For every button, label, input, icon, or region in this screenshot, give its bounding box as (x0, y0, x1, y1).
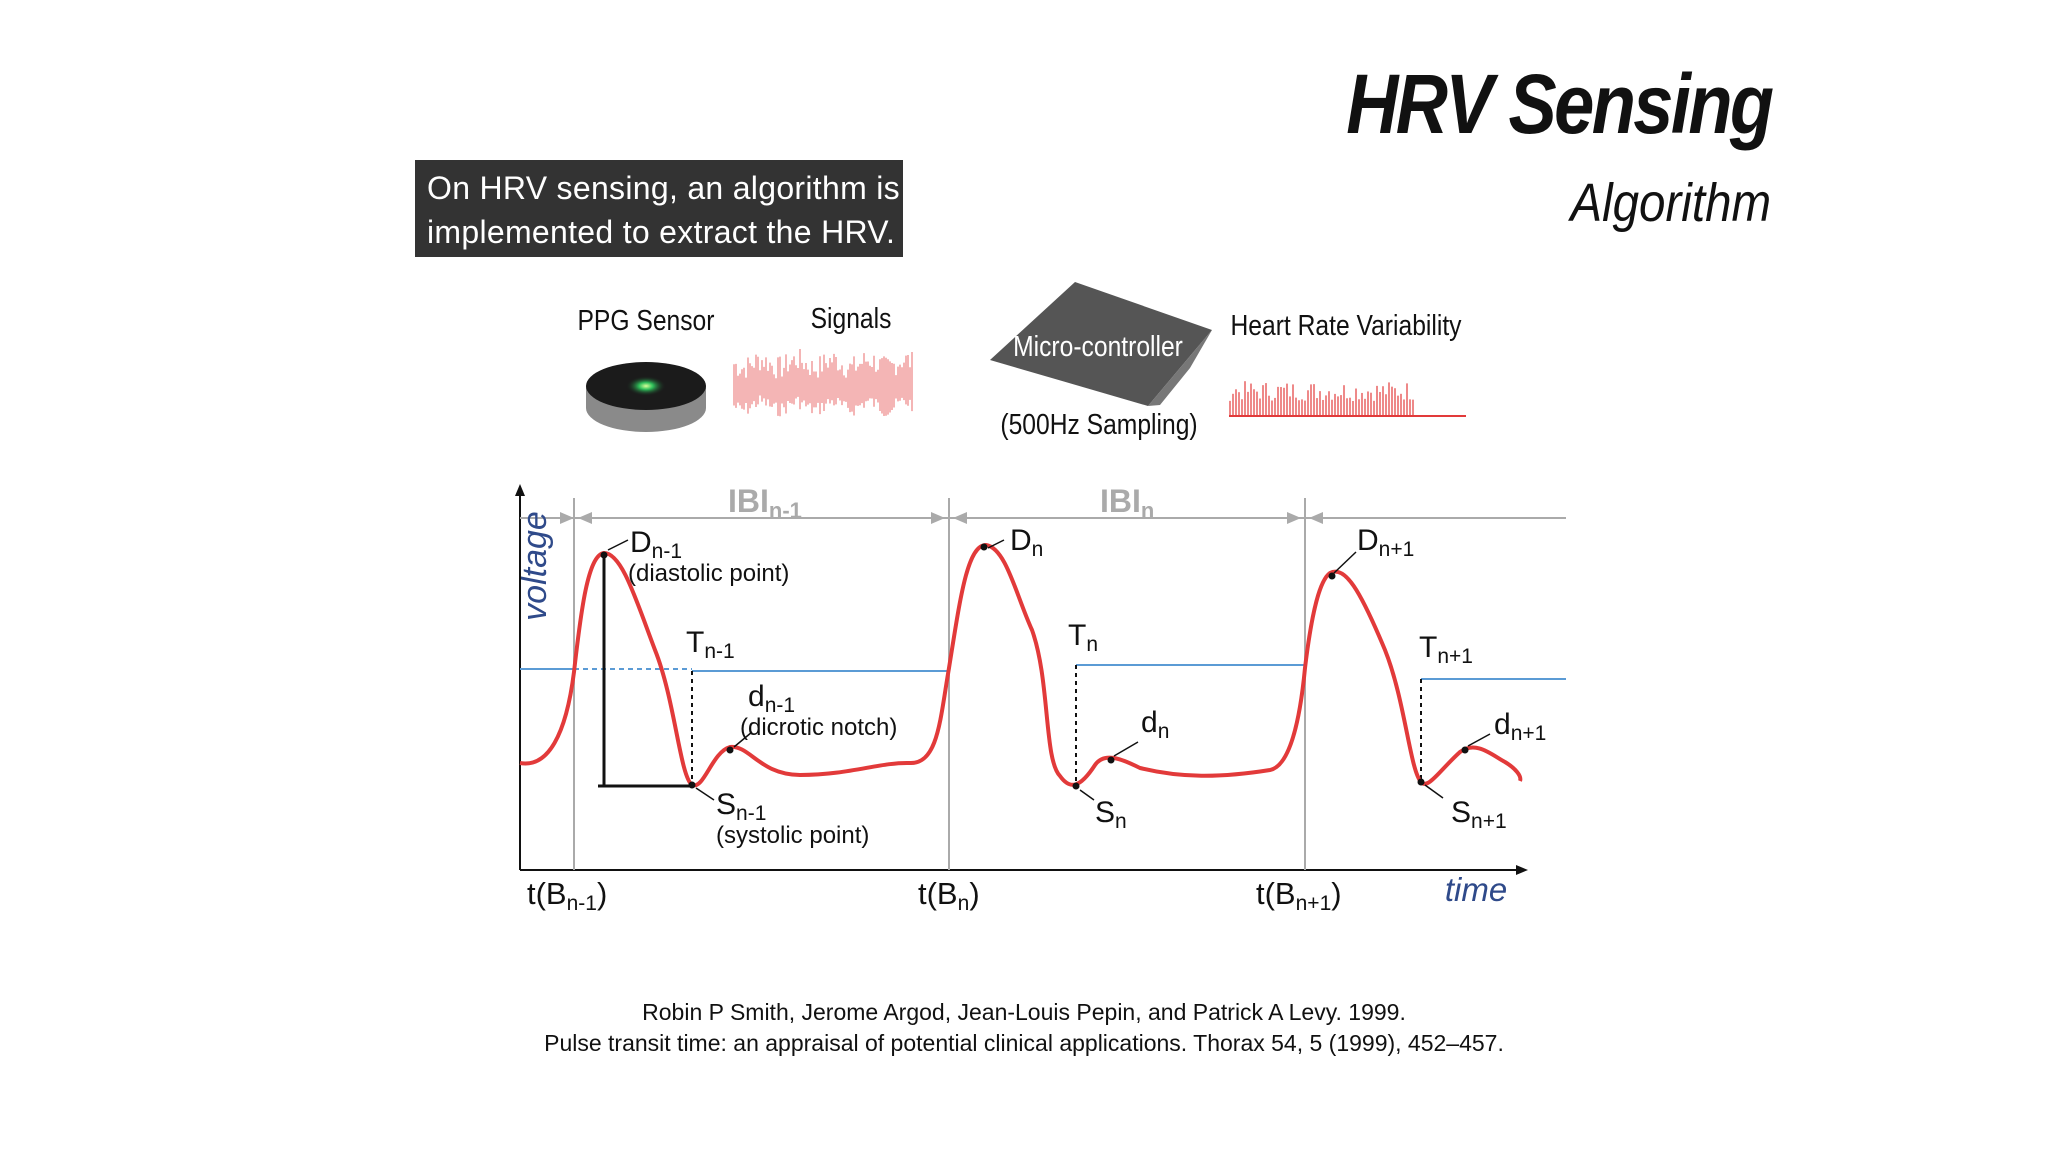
label-tb-n: t(Bn) (918, 876, 980, 915)
microcontroller-label: Micro-controller (1013, 330, 1183, 362)
hrv-label: Heart Rate Variability (1230, 309, 1462, 341)
hrv-output: Heart Rate Variability (1229, 309, 1466, 417)
leader-s-prev (695, 787, 715, 801)
point-diastolic-prev (600, 551, 608, 559)
microcontroller-chip-icon (990, 282, 1212, 406)
label-t-prev: Tn-1 (686, 626, 735, 663)
ibi-prev-label: IBIn-1 (728, 483, 802, 523)
label-d-prev: Dn-1 (630, 526, 682, 563)
point-dicrotic-prev (726, 746, 734, 754)
label-d-n: Dn (1010, 524, 1043, 561)
leader-d-n (987, 539, 1005, 549)
label-t-n: Tn (1068, 619, 1098, 656)
label-d-next: Dn+1 (1357, 524, 1414, 561)
microcontroller: Micro-controller (500Hz Sampling) (990, 282, 1212, 440)
label-dn-n: dn (1141, 706, 1169, 743)
callout-line-1: On HRV sensing, an algorithm is (427, 170, 900, 206)
label-t-next: Tn+1 (1419, 631, 1473, 668)
callout-box: On HRV sensing, an algorithm is implemen… (415, 160, 903, 257)
hrv-bars-icon (1229, 381, 1466, 417)
point-diastolic-next (1328, 572, 1336, 580)
ibi-arrow-1 (560, 512, 574, 524)
signals-waveform-icon (733, 348, 913, 417)
reference-line-2: Pulse transit time: an appraisal of pote… (544, 1030, 1504, 1056)
point-dicrotic-n (1107, 756, 1115, 764)
slide-subtitle: Algorithm (1570, 173, 1771, 233)
ppg-waveform (519, 542, 1523, 788)
label-s-next: Sn+1 (1451, 796, 1507, 833)
x-axis-arrow (1516, 865, 1528, 875)
reference-line-1: Robin P Smith, Jerome Argod, Jean-Louis … (642, 999, 1406, 1025)
signals: Signals (733, 302, 913, 417)
microcontroller-chip-edge (1148, 330, 1212, 406)
label-tb-prev: t(Bn-1) (527, 876, 607, 915)
ibi-arrow-2 (578, 512, 592, 524)
leader-dn-n (1113, 741, 1139, 757)
signals-label: Signals (811, 302, 892, 334)
sampling-rate-label: (500Hz Sampling) (1000, 408, 1197, 440)
x-axis-label: time (1445, 871, 1507, 908)
label-dn-next: dn+1 (1494, 708, 1546, 745)
label-tb-next: t(Bn+1) (1256, 876, 1342, 915)
waveform-diagram: IBIn-1 IBIn (515, 483, 1566, 915)
label-s-prev: Sn-1 (716, 788, 766, 825)
ibi-n-label: IBIn (1100, 483, 1154, 523)
ppg-sensor-label: PPG Sensor (578, 304, 715, 336)
point-dicrotic-next (1461, 746, 1469, 754)
leader-d-prev (607, 539, 629, 551)
ibi-arrow-3 (931, 512, 945, 524)
label-s-n: Sn (1095, 796, 1127, 833)
ibi-arrow-6 (1309, 512, 1323, 524)
point-diastolic-n (980, 543, 988, 551)
ppg-sensor: PPG Sensor (578, 304, 715, 432)
point-systolic-n (1072, 782, 1080, 790)
label-diastolic-point: (diastolic point) (628, 560, 789, 587)
label-dn-prev: dn-1 (748, 680, 795, 717)
callout-line-2: implemented to extract the HRV. (427, 214, 896, 250)
y-axis-arrow (515, 484, 525, 496)
leader-d-next (1333, 551, 1357, 574)
leader-s-next (1424, 784, 1444, 799)
slide-title: HRV Sensing (1345, 57, 1774, 151)
ibi-arrow-5 (1287, 512, 1301, 524)
point-systolic-prev (688, 781, 696, 789)
leader-dn-next (1467, 733, 1491, 747)
ibi-arrow-4 (953, 512, 967, 524)
y-axis-label: voltage (516, 511, 554, 621)
leader-dn-prev (733, 731, 753, 748)
label-dicrotic-notch: (dicrotic notch) (740, 714, 897, 741)
ppg-led-icon (626, 376, 666, 396)
point-systolic-next (1417, 778, 1425, 786)
label-systolic-point: (systolic point) (716, 822, 869, 849)
leader-s-n (1079, 789, 1095, 801)
